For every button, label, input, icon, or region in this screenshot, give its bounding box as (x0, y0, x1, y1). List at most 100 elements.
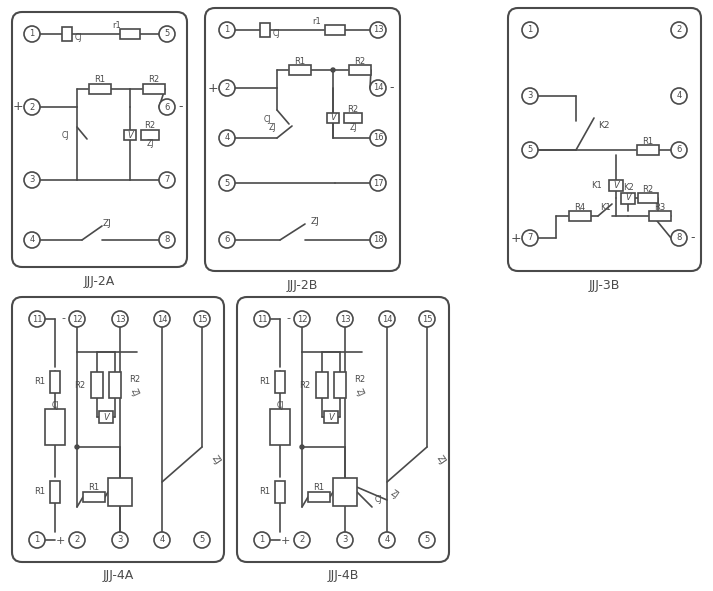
Circle shape (219, 175, 235, 191)
Bar (289, 65, 311, 75)
Text: 6: 6 (164, 102, 170, 112)
Text: 2: 2 (225, 83, 230, 93)
Text: R1: R1 (642, 137, 654, 145)
Bar (333, 478, 357, 506)
Text: r1: r1 (312, 18, 322, 27)
Circle shape (522, 22, 538, 38)
Text: 1: 1 (34, 535, 40, 544)
Text: 15: 15 (422, 314, 432, 323)
Bar (609, 180, 623, 190)
Text: 8: 8 (164, 235, 170, 245)
Text: 3: 3 (29, 176, 35, 184)
Bar (141, 130, 159, 140)
Text: 7: 7 (164, 176, 170, 184)
Circle shape (159, 232, 175, 248)
Bar (99, 411, 113, 423)
Circle shape (300, 445, 304, 449)
Text: CJ: CJ (61, 131, 68, 139)
Circle shape (29, 532, 45, 548)
Text: 1: 1 (528, 25, 533, 34)
Text: 13: 13 (339, 314, 350, 323)
Text: JJJ-4A: JJJ-4A (103, 570, 133, 583)
FancyBboxPatch shape (12, 297, 224, 562)
Circle shape (112, 532, 128, 548)
Circle shape (379, 311, 395, 327)
Text: 14: 14 (373, 83, 384, 93)
Text: R1: R1 (34, 488, 45, 496)
Circle shape (370, 130, 386, 146)
Circle shape (370, 22, 386, 38)
Text: V: V (127, 131, 133, 139)
Text: R2: R2 (148, 76, 160, 85)
Text: 6: 6 (677, 145, 682, 154)
Text: -: - (691, 232, 695, 245)
Circle shape (254, 532, 270, 548)
FancyBboxPatch shape (205, 8, 400, 271)
Circle shape (154, 311, 170, 327)
Text: 2: 2 (299, 535, 304, 544)
Circle shape (294, 532, 310, 548)
Bar (120, 29, 140, 39)
Text: 17: 17 (373, 178, 384, 187)
Text: CJ: CJ (276, 401, 284, 410)
Text: R1: R1 (94, 76, 106, 85)
Text: ZJ: ZJ (146, 139, 154, 148)
Text: V: V (625, 193, 631, 203)
Text: CJ: CJ (263, 115, 271, 125)
Circle shape (370, 80, 386, 96)
Circle shape (24, 172, 40, 188)
Text: ZJ: ZJ (210, 454, 222, 466)
Text: r1: r1 (113, 21, 121, 31)
Circle shape (671, 230, 687, 246)
Text: 5: 5 (225, 178, 230, 187)
Text: JJJ-4B: JJJ-4B (327, 570, 359, 583)
Text: 16: 16 (373, 134, 384, 142)
Circle shape (294, 311, 310, 327)
Text: ZJ: ZJ (129, 387, 140, 397)
Text: 4: 4 (677, 92, 682, 100)
Text: 4: 4 (29, 235, 35, 245)
Circle shape (24, 99, 40, 115)
Text: 1: 1 (29, 30, 35, 38)
Bar (275, 481, 285, 503)
Circle shape (219, 80, 235, 96)
Text: 5: 5 (200, 535, 205, 544)
Text: R1: R1 (88, 483, 100, 492)
Circle shape (219, 232, 235, 248)
Text: R1: R1 (259, 378, 270, 387)
Text: ZJ: ZJ (311, 217, 319, 226)
Bar (637, 145, 659, 155)
Text: +: + (281, 536, 290, 546)
Circle shape (671, 88, 687, 104)
Text: ZJ: ZJ (349, 122, 356, 132)
Text: 11: 11 (257, 314, 267, 323)
Circle shape (75, 445, 79, 449)
Bar (334, 372, 346, 398)
Text: K1: K1 (600, 203, 611, 212)
Text: 13: 13 (373, 25, 384, 34)
Text: CJ: CJ (51, 401, 58, 410)
Circle shape (379, 532, 395, 548)
Bar (349, 65, 371, 75)
Circle shape (29, 311, 45, 327)
Text: ZJ: ZJ (354, 387, 365, 397)
Text: 2: 2 (29, 102, 35, 112)
Circle shape (159, 26, 175, 42)
Circle shape (522, 142, 538, 158)
Circle shape (370, 232, 386, 248)
Text: 2: 2 (74, 535, 80, 544)
Text: +: + (56, 536, 65, 546)
Text: R2: R2 (347, 105, 359, 113)
Text: R2: R2 (299, 381, 310, 389)
Bar (621, 193, 635, 203)
Text: 8: 8 (677, 233, 682, 242)
Bar (109, 372, 121, 398)
Text: 12: 12 (72, 314, 82, 323)
Text: JJJ-2A: JJJ-2A (84, 274, 115, 287)
Circle shape (254, 311, 270, 327)
FancyBboxPatch shape (508, 8, 701, 271)
Text: 6: 6 (225, 235, 230, 245)
Bar (124, 130, 136, 140)
Circle shape (194, 311, 210, 327)
Bar (50, 481, 60, 503)
